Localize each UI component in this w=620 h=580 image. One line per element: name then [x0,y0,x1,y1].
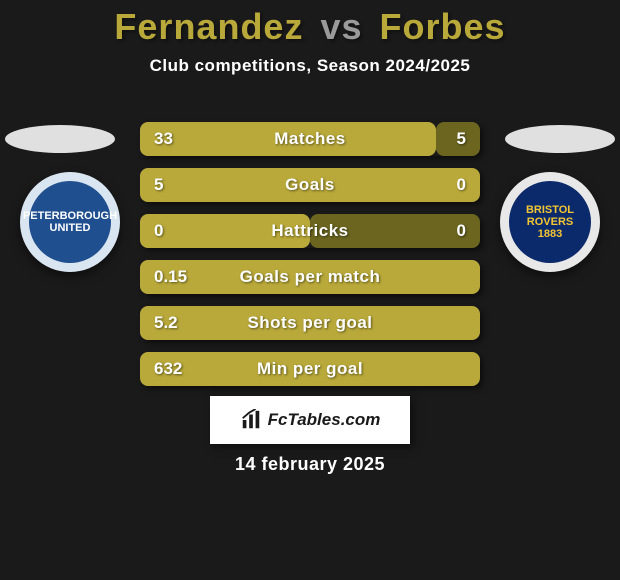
chart-icon [240,409,262,431]
player-platform-right [505,125,615,153]
stat-value-left: 632 [154,352,182,386]
stat-value-right: 0 [457,168,466,202]
stat-value-right: 0 [457,214,466,248]
stat-label: Goals [140,168,480,202]
stat-label: Min per goal [140,352,480,386]
stat-label: Shots per goal [140,306,480,340]
stat-row: Goals per match0.15 [140,260,480,294]
stat-row: Min per goal632 [140,352,480,386]
stat-value-right: 5 [457,122,466,156]
brand-badge: FcTables.com [210,396,410,444]
stat-row: Goals5 0 [140,168,480,202]
date-line: 14 february 2025 [0,454,620,475]
stat-label: Matches [140,122,480,156]
stat-value-left: 0 [154,214,163,248]
stat-value-left: 5.2 [154,306,178,340]
club-crest-left: PETERBOROUGH UNITED [20,172,120,272]
stat-row: Shots per goal5.2 [140,306,480,340]
player-platform-left [5,125,115,153]
stat-row: Matches33 5 [140,122,480,156]
club-crest-right-label: BRISTOL ROVERS 1883 [509,181,591,263]
stat-value-left: 33 [154,122,173,156]
stat-label: Hattricks [140,214,480,248]
comparison-bars: Matches335Goals50Hattricks00Goals per ma… [140,122,480,398]
stat-label: Goals per match [140,260,480,294]
stat-value-left: 0.15 [154,260,187,294]
club-crest-left-label: PETERBOROUGH UNITED [29,181,111,263]
comparison-infographic: Fernandez vs Forbes Club competitions, S… [0,0,620,580]
title-left-player: Fernandez [114,6,303,47]
brand-text: FcTables.com [268,410,381,430]
stat-row: Hattricks0 0 [140,214,480,248]
club-crest-right: BRISTOL ROVERS 1883 [500,172,600,272]
title-right-player: Forbes [380,6,506,47]
subtitle: Club competitions, Season 2024/2025 [0,56,620,76]
stat-value-left: 5 [154,168,163,202]
title-vs: vs [320,6,362,47]
page-title: Fernandez vs Forbes [0,0,620,48]
